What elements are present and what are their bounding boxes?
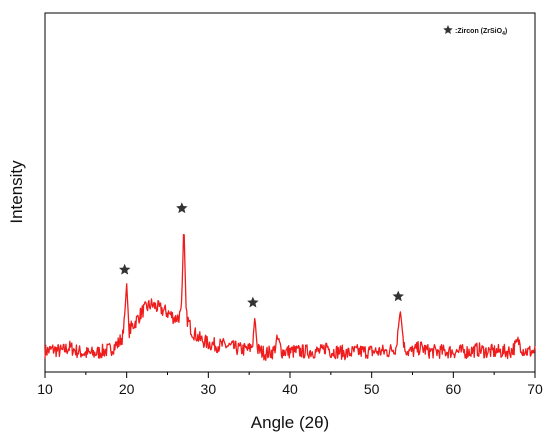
legend: :Zircon (ZrSiO4) xyxy=(443,25,507,37)
peak-markers xyxy=(118,202,404,308)
x-tick-label: 10 xyxy=(37,381,53,397)
x-axis-ticks xyxy=(44,372,536,378)
peak-star-icon xyxy=(176,202,188,214)
legend-star-icon xyxy=(443,25,453,35)
plot-frame xyxy=(44,12,536,373)
legend-label: :Zircon (ZrSiO4) xyxy=(455,28,507,37)
legend-label-main: :Zircon (ZrSiO xyxy=(455,28,503,35)
diffraction-series-line xyxy=(44,233,536,361)
peak-star-icon xyxy=(392,290,404,302)
x-tick-label: 40 xyxy=(282,381,298,397)
x-axis-title: Angle (2θ) xyxy=(251,413,329,432)
x-tick-label: 30 xyxy=(201,381,217,397)
y-axis-title: Intensity xyxy=(7,160,26,224)
peak-star-icon xyxy=(247,296,259,308)
x-tick-label: 70 xyxy=(527,381,543,397)
x-tick-label: 20 xyxy=(119,381,135,397)
legend-label-subscript: 4 xyxy=(502,31,505,37)
x-tick-label: 60 xyxy=(446,381,462,397)
legend-label-end: ) xyxy=(505,28,507,35)
peak-star-icon xyxy=(118,263,131,275)
x-axis-tick-labels: 10 20 30 40 50 60 70 xyxy=(37,381,543,397)
x-tick-label: 50 xyxy=(364,381,380,397)
